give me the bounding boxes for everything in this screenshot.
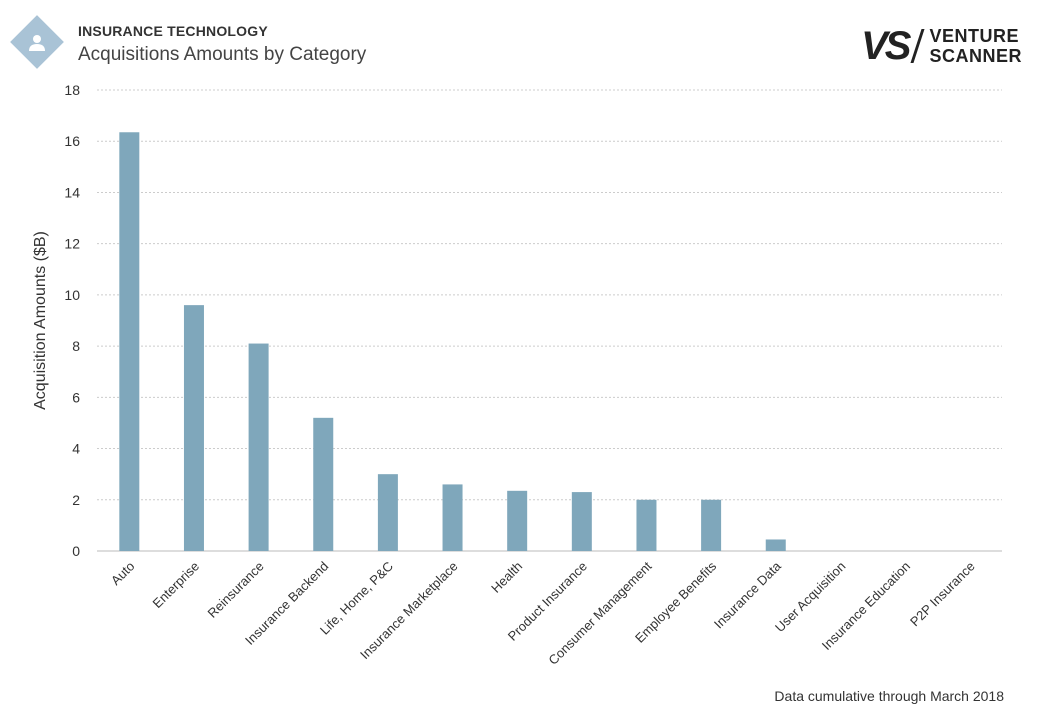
footer-note: Data cumulative through March 2018 bbox=[774, 688, 1004, 704]
x-tick-label: Health bbox=[488, 559, 525, 596]
y-tick-label: 0 bbox=[72, 543, 80, 559]
brand-text: VENTURE SCANNER bbox=[929, 26, 1022, 66]
bar bbox=[571, 492, 592, 551]
x-tick-label: Auto bbox=[108, 559, 138, 589]
chart-supertitle: INSURANCE TECHNOLOGY bbox=[78, 23, 268, 39]
venture-scanner-logo: VS VENTURE SCANNER bbox=[861, 24, 1022, 68]
bar bbox=[636, 499, 657, 551]
bar bbox=[765, 539, 786, 551]
person-icon bbox=[29, 35, 45, 51]
y-tick-label: 4 bbox=[72, 441, 80, 457]
brand-mark: VS bbox=[861, 24, 911, 68]
y-axis-label: Acquisition Amounts ($B) bbox=[32, 231, 49, 410]
bar-chart: 0 2 4 6 8 10 12 14 16 18 Acquisition Amounts ($B) A… bbox=[32, 82, 1002, 668]
brand-line-1: VENTURE bbox=[929, 26, 1019, 46]
x-tick-label: P2P Insurance bbox=[907, 559, 978, 630]
bar bbox=[442, 484, 463, 551]
x-tick-label: Enterprise bbox=[150, 559, 203, 612]
bar bbox=[183, 305, 204, 551]
y-tick-label: 14 bbox=[64, 184, 80, 200]
x-tick-label: Reinsurance bbox=[205, 559, 267, 621]
bar bbox=[701, 499, 722, 551]
y-tick-label: 12 bbox=[64, 236, 80, 252]
x-tick-label: Consumer Management bbox=[545, 558, 654, 667]
y-tick-label: 6 bbox=[72, 389, 80, 405]
y-tick-label: 10 bbox=[64, 287, 80, 303]
y-tick-label: 8 bbox=[72, 338, 80, 354]
chart-header: INSURANCE TECHNOLOGY Acquisitions Amount… bbox=[0, 0, 1040, 80]
y-tick-label: 2 bbox=[72, 492, 80, 508]
y-tick-label: 16 bbox=[64, 133, 80, 149]
x-tick-label: Insurance Data bbox=[711, 558, 784, 631]
bar bbox=[119, 132, 140, 551]
bar bbox=[507, 490, 528, 551]
bar bbox=[248, 343, 269, 551]
bar bbox=[377, 474, 398, 551]
bar bbox=[313, 417, 334, 551]
chart-title: Acquisitions Amounts by Category bbox=[78, 44, 367, 65]
brand-line-2: SCANNER bbox=[929, 46, 1022, 66]
y-tick-label: 18 bbox=[64, 82, 80, 98]
